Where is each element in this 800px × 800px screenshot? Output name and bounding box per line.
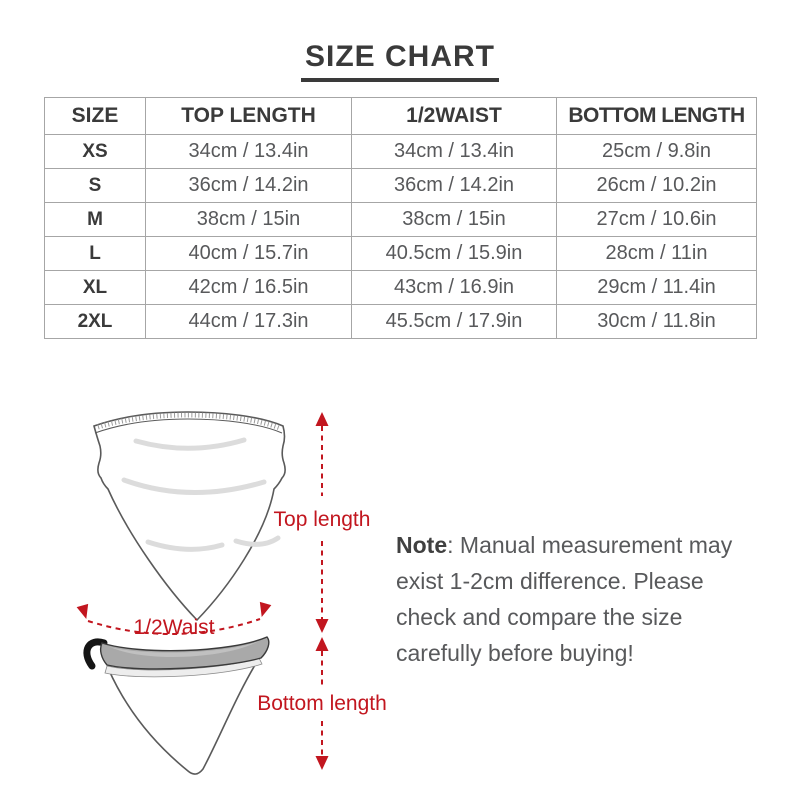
top-length-arrow: Top length bbox=[274, 412, 371, 633]
half-waist-label: 1/2Waist bbox=[134, 616, 215, 639]
top-length-cell: 42cm / 16.5in bbox=[145, 270, 352, 305]
tube-top-shading-upper bbox=[133, 437, 247, 451]
top-length-cell: 44cm / 17.3in bbox=[145, 304, 352, 339]
bottom-length-cell: 27cm / 10.6in bbox=[556, 202, 757, 237]
column-header-bottom-length: BOTTOM LENGTH bbox=[556, 97, 757, 135]
arrow-down-left-icon bbox=[76, 603, 89, 619]
column-header-size: SIZE bbox=[44, 97, 146, 135]
tube-top-shading-lower-left bbox=[145, 539, 225, 552]
arrow-up-icon bbox=[315, 637, 329, 651]
table-row: XS 34cm / 13.4in 34cm / 13.4in 25cm / 9.… bbox=[44, 134, 757, 169]
half-waist-cell: 43cm / 16.9in bbox=[351, 270, 557, 305]
size-cell: XL bbox=[44, 270, 146, 305]
arrow-down-icon bbox=[315, 619, 329, 633]
size-table: SIZE TOP LENGTH 1/2WAIST BOTTOM LENGTH X… bbox=[44, 97, 757, 339]
note-line: exist 1-2cm difference. Please bbox=[396, 568, 704, 594]
tube-top-shading-mid bbox=[121, 477, 267, 496]
tube-top-band-ribbing bbox=[97, 412, 281, 431]
size-cell: L bbox=[44, 236, 146, 271]
note-line: Note: Manual measurement may bbox=[396, 527, 786, 563]
table-row: M 38cm / 15in 38cm / 15in 27cm / 10.6in bbox=[44, 202, 757, 237]
size-cell: XS bbox=[44, 134, 146, 169]
table-header-row: SIZE TOP LENGTH 1/2WAIST BOTTOM LENGTH bbox=[44, 97, 757, 135]
title-container: SIZE CHART bbox=[0, 40, 800, 82]
bottom-length-cell: 30cm / 11.8in bbox=[556, 304, 757, 339]
table-row: 2XL 44cm / 17.3in 45.5cm / 17.9in 30cm /… bbox=[44, 304, 757, 339]
side-loop bbox=[83, 638, 108, 670]
half-waist-cell: 34cm / 13.4in bbox=[351, 134, 557, 169]
top-length-label: Top length bbox=[274, 508, 371, 531]
arrow-down-icon bbox=[315, 756, 329, 770]
size-cell: S bbox=[44, 168, 146, 203]
half-waist-cell: 36cm / 14.2in bbox=[351, 168, 557, 203]
table-row: L 40cm / 15.7in 40.5cm / 15.9in 28cm / 1… bbox=[44, 236, 757, 271]
size-cell: 2XL bbox=[44, 304, 146, 339]
table-row: XL 42cm / 16.5in 43cm / 16.9in 29cm / 11… bbox=[44, 270, 757, 305]
bottom-length-arrow: Bottom length bbox=[257, 637, 387, 770]
note-line: carefully before buying! bbox=[396, 640, 634, 666]
bottom-length-cell: 28cm / 11in bbox=[556, 236, 757, 271]
tube-top-body bbox=[93, 411, 286, 622]
note-prefix: Note bbox=[396, 532, 448, 558]
column-header-top-length: TOP LENGTH bbox=[145, 97, 352, 135]
top-length-cell: 36cm / 14.2in bbox=[145, 168, 352, 203]
column-header-half-waist: 1/2WAIST bbox=[351, 97, 557, 135]
bottom-hem bbox=[104, 657, 263, 678]
bottom-length-cell: 29cm / 11.4in bbox=[556, 270, 757, 305]
half-waist-arrow: 1/2Waist bbox=[76, 601, 272, 639]
half-waist-dash-arc bbox=[87, 618, 261, 635]
arrow-up-icon bbox=[315, 412, 329, 426]
bottom-length-label: Bottom length bbox=[257, 692, 387, 715]
bottom-length-cell: 25cm / 9.8in bbox=[556, 134, 757, 169]
garment-diagram: Top length Bottom length 1/2Waist bbox=[76, 411, 387, 775]
tube-top-illustration bbox=[93, 411, 286, 622]
half-waist-cell: 38cm / 15in bbox=[351, 202, 557, 237]
bottom-length-cell: 26cm / 10.2in bbox=[556, 168, 757, 203]
table-row: S 36cm / 14.2in 36cm / 14.2in 26cm / 10.… bbox=[44, 168, 757, 203]
half-waist-cell: 45.5cm / 17.9in bbox=[351, 304, 557, 339]
size-cell: M bbox=[44, 202, 146, 237]
bottom-body bbox=[106, 658, 260, 775]
page-title: SIZE CHART bbox=[301, 40, 499, 82]
note-text: Note: Manual measurement may exist 1-2cm… bbox=[396, 527, 786, 671]
bikini-bottom-illustration bbox=[83, 636, 270, 775]
note-line-rest: : Manual measurement may bbox=[447, 532, 733, 558]
arrow-down-right-icon bbox=[259, 601, 272, 617]
top-length-cell: 34cm / 13.4in bbox=[145, 134, 352, 169]
top-length-cell: 40cm / 15.7in bbox=[145, 236, 352, 271]
tube-top-shading-lower-right bbox=[233, 535, 281, 547]
tube-top-band-inner bbox=[94, 418, 283, 434]
top-length-cell: 38cm / 15in bbox=[145, 202, 352, 237]
half-waist-cell: 40.5cm / 15.9in bbox=[351, 236, 557, 271]
waistband-highlight bbox=[110, 641, 259, 658]
note-line: check and compare the size bbox=[396, 604, 683, 630]
